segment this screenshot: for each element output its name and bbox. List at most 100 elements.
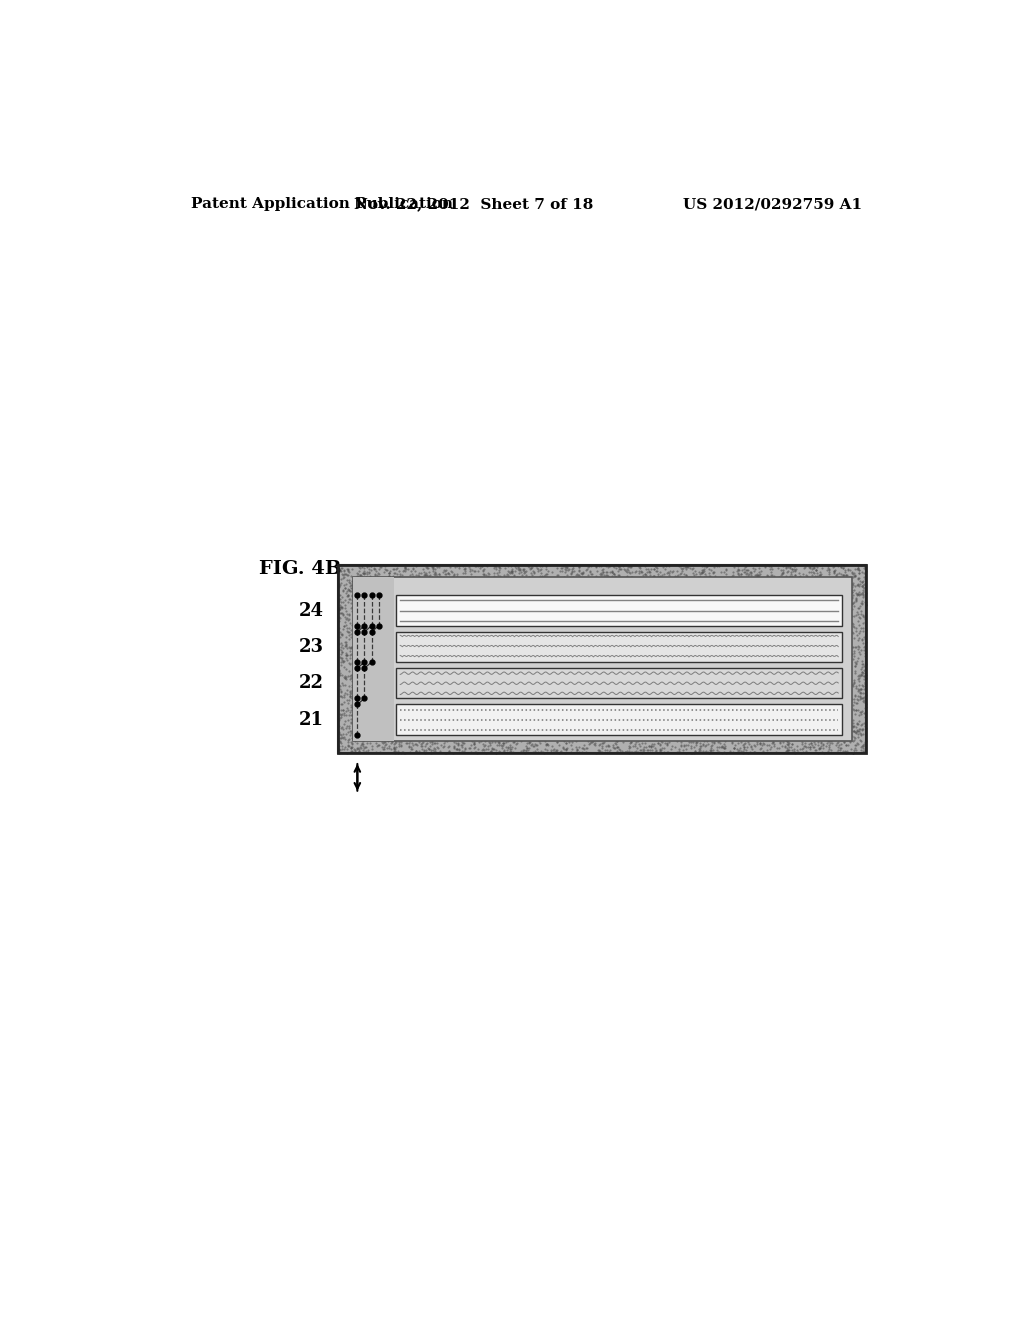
Point bbox=[829, 737, 846, 758]
Point bbox=[618, 558, 635, 579]
Point bbox=[412, 566, 428, 587]
Point bbox=[849, 713, 865, 734]
Point bbox=[376, 739, 392, 760]
Point bbox=[622, 562, 638, 583]
Point bbox=[854, 605, 870, 626]
Point bbox=[342, 589, 358, 610]
Point bbox=[475, 734, 492, 755]
Point bbox=[332, 708, 348, 729]
Point bbox=[580, 564, 596, 585]
Point bbox=[339, 585, 355, 606]
Point bbox=[689, 731, 706, 752]
Point bbox=[333, 700, 349, 721]
Point bbox=[771, 738, 787, 759]
Point bbox=[604, 562, 621, 583]
Point bbox=[337, 668, 353, 689]
Point bbox=[381, 565, 397, 586]
Bar bbox=[396, 595, 842, 626]
Point bbox=[335, 700, 351, 721]
Point bbox=[340, 558, 356, 579]
Point bbox=[845, 709, 861, 730]
Point bbox=[489, 734, 506, 755]
Point bbox=[331, 599, 347, 620]
Point bbox=[532, 556, 549, 577]
Point bbox=[476, 735, 493, 756]
Point bbox=[490, 734, 507, 755]
Point bbox=[366, 557, 382, 578]
Point bbox=[342, 685, 358, 706]
Point bbox=[645, 565, 662, 586]
Point bbox=[677, 556, 693, 577]
Point bbox=[807, 733, 823, 754]
Point bbox=[332, 685, 348, 706]
Point bbox=[692, 566, 709, 587]
Point bbox=[517, 739, 534, 760]
Point bbox=[638, 565, 654, 586]
Point bbox=[486, 556, 503, 577]
Point bbox=[341, 572, 357, 593]
Point bbox=[635, 565, 651, 586]
Point bbox=[779, 561, 796, 582]
Point bbox=[496, 733, 512, 754]
Point bbox=[427, 739, 443, 760]
Point bbox=[521, 558, 538, 579]
Point bbox=[502, 739, 518, 760]
Point bbox=[404, 558, 421, 579]
Point bbox=[646, 556, 663, 577]
Point bbox=[378, 560, 394, 581]
Point bbox=[830, 731, 847, 752]
Point bbox=[846, 579, 862, 601]
Point bbox=[820, 554, 837, 576]
Point bbox=[857, 697, 873, 718]
Point bbox=[334, 586, 350, 607]
Point bbox=[340, 722, 356, 743]
Point bbox=[750, 565, 766, 586]
Point bbox=[355, 735, 372, 756]
Point bbox=[856, 569, 872, 590]
Point bbox=[848, 605, 864, 626]
Point bbox=[756, 734, 772, 755]
Point bbox=[623, 566, 639, 587]
Point bbox=[797, 556, 813, 577]
Point bbox=[809, 566, 825, 587]
Point bbox=[827, 565, 844, 586]
Point bbox=[501, 561, 517, 582]
Point bbox=[437, 742, 454, 763]
Point bbox=[849, 693, 865, 714]
Point bbox=[632, 735, 648, 756]
Point bbox=[565, 566, 582, 587]
Point bbox=[563, 731, 580, 752]
Point bbox=[340, 618, 356, 639]
Point bbox=[729, 560, 745, 581]
Point bbox=[618, 741, 635, 762]
Point bbox=[698, 730, 715, 751]
Point bbox=[718, 742, 734, 763]
Point bbox=[483, 738, 500, 759]
Point bbox=[341, 735, 357, 756]
Point bbox=[558, 557, 574, 578]
Point bbox=[336, 615, 352, 636]
Point bbox=[652, 565, 669, 586]
Point bbox=[851, 721, 867, 742]
Point bbox=[571, 737, 588, 758]
Point bbox=[444, 561, 461, 582]
Point bbox=[779, 731, 796, 752]
Point bbox=[336, 727, 352, 748]
Point bbox=[636, 737, 652, 758]
Point bbox=[648, 561, 665, 582]
Point bbox=[537, 742, 553, 763]
Point bbox=[479, 562, 496, 583]
Point bbox=[628, 731, 644, 752]
Point bbox=[454, 737, 470, 758]
Point bbox=[808, 560, 824, 581]
Point bbox=[714, 737, 730, 758]
Point bbox=[693, 562, 710, 583]
Point bbox=[513, 741, 529, 762]
Point bbox=[336, 702, 352, 723]
Point bbox=[336, 738, 352, 759]
Point bbox=[856, 665, 872, 686]
Point bbox=[611, 556, 628, 577]
Point bbox=[620, 562, 636, 583]
Point bbox=[593, 556, 609, 577]
Point bbox=[337, 710, 353, 731]
